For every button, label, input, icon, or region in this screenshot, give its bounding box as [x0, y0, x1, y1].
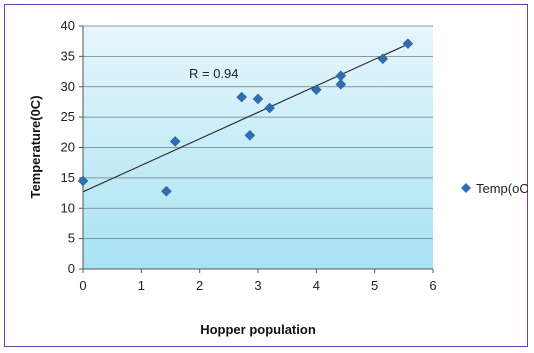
x-tick-label-6: 6	[429, 278, 436, 293]
data-point-10	[377, 53, 389, 65]
y-tick-label-15: 15	[61, 170, 75, 185]
y-tick-label-20: 20	[61, 140, 75, 155]
data-point-6	[264, 102, 276, 114]
legend: Temp(oC)	[461, 181, 529, 196]
data-point-2	[169, 136, 181, 147]
legend-marker	[461, 183, 471, 193]
y-tick-label-35: 35	[61, 48, 75, 63]
trendline	[82, 43, 409, 193]
y-tick-label-10: 10	[61, 200, 75, 215]
data-point-5	[252, 93, 264, 105]
data-point-1	[161, 185, 172, 197]
x-tick-label-4: 4	[313, 278, 320, 293]
data-point-11	[402, 38, 414, 49]
data-points	[77, 38, 414, 197]
x-tick-label-2: 2	[196, 278, 203, 293]
data-point-7	[310, 84, 322, 96]
gridlines	[83, 25, 433, 240]
y-tick-label-5: 5	[68, 231, 75, 246]
x-tick-label-0: 0	[79, 278, 86, 293]
chart-frame: 0 5 10 15 20 25 30 35 40 0 1 2 3 4 5 6 R = 0.94 Hopper …	[4, 4, 529, 347]
y-tick-label-25: 25	[61, 109, 75, 124]
tick-labels: 0 5 10 15 20 25 30 35 40 0 1 2 3 4 5 6	[61, 18, 437, 293]
y-tick-label-0: 0	[68, 261, 75, 276]
legend-label: Temp(oC)	[476, 181, 529, 196]
trendline-layer	[82, 43, 409, 193]
scatter-chart: 0 5 10 15 20 25 30 35 40 0 1 2 3 4 5 6 R = 0.94 Hopper …	[28, 18, 529, 337]
x-tick-label-1: 1	[138, 278, 145, 293]
r-annotation: R = 0.94	[189, 66, 239, 81]
data-point-0	[77, 175, 89, 187]
x-tick-label-5: 5	[371, 278, 378, 293]
data-point-9	[335, 78, 347, 90]
x-axis-title: Hopper population	[200, 322, 316, 337]
data-point-4	[244, 129, 256, 141]
data-point-3	[236, 91, 248, 103]
y-axis-title: Temperature(0C)	[28, 95, 43, 198]
y-tick-label-40: 40	[61, 18, 75, 33]
y-tick-label-30: 30	[61, 79, 75, 94]
x-tick-label-3: 3	[254, 278, 261, 293]
axes	[79, 25, 434, 273]
